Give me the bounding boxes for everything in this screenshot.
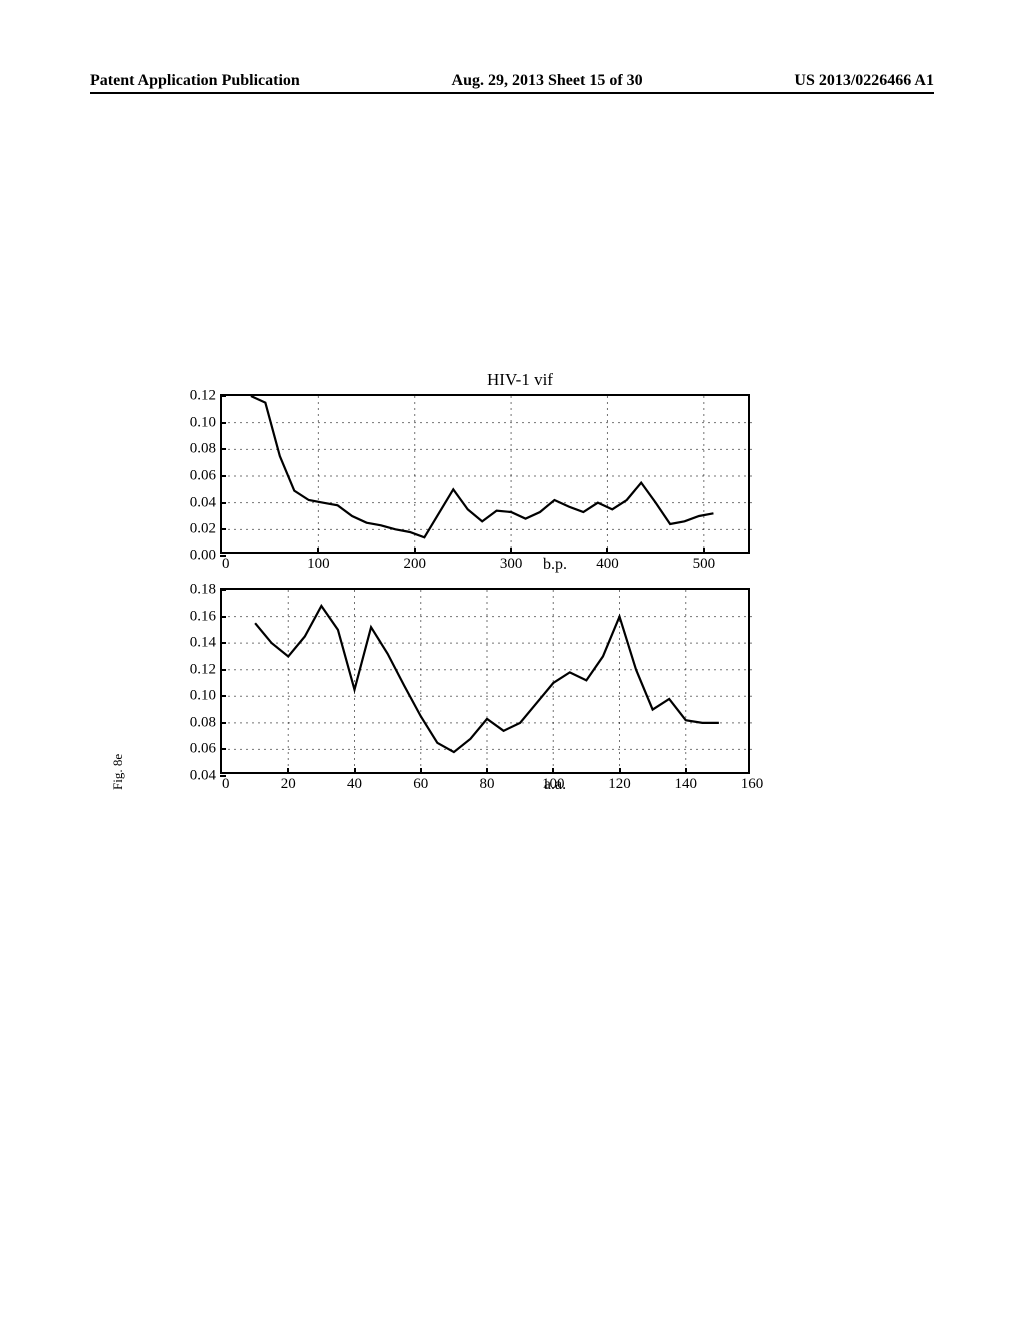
- figure-area: HIV-1 vif LOOCV Error Rate 0.000.020.040…: [150, 370, 890, 808]
- ytick-label: 0.18: [190, 582, 222, 599]
- xtick-label: 60: [413, 772, 428, 793]
- ytick-label: 0.08: [190, 714, 222, 731]
- xtick-label: 0: [222, 552, 230, 573]
- ytick-label: 0.16: [190, 608, 222, 625]
- ytick-label: 0.12: [190, 388, 222, 405]
- xtick-label: 200: [403, 552, 426, 573]
- header-right: US 2013/0226466 A1: [794, 72, 934, 90]
- bottom-chart: LOOCV Error Rate 0.040.060.080.100.120.1…: [220, 588, 890, 794]
- xtick-label: 160: [741, 772, 764, 793]
- bottom-chart-plot: 0.040.060.080.100.120.140.160.1802040608…: [220, 588, 750, 774]
- xtick-label: 140: [675, 772, 698, 793]
- ytick-label: 0.12: [190, 661, 222, 678]
- ytick-label: 0.04: [190, 494, 222, 511]
- top-chart-plot: 0.000.020.040.060.080.100.12010020030040…: [220, 394, 750, 554]
- xtick-label: 100: [542, 772, 565, 793]
- xtick-label: 80: [480, 772, 495, 793]
- xtick-label: 300: [500, 552, 523, 573]
- xtick-label: 40: [347, 772, 362, 793]
- header-rule: [90, 92, 934, 94]
- header-center: Aug. 29, 2013 Sheet 15 of 30: [452, 72, 643, 90]
- top-chart: LOOCV Error Rate 0.000.020.040.060.080.1…: [220, 394, 890, 574]
- xtick-label: 100: [307, 552, 330, 573]
- ytick-label: 0.00: [190, 548, 222, 565]
- xtick-label: 20: [281, 772, 296, 793]
- ytick-label: 0.10: [190, 414, 222, 431]
- ytick-label: 0.02: [190, 521, 222, 538]
- ytick-label: 0.06: [190, 741, 222, 758]
- ytick-label: 0.06: [190, 468, 222, 485]
- chart-title: HIV-1 vif: [150, 370, 890, 390]
- xtick-label: 120: [608, 772, 631, 793]
- ytick-label: 0.14: [190, 635, 222, 652]
- xtick-label: 500: [693, 552, 716, 573]
- ytick-label: 0.10: [190, 688, 222, 705]
- ytick-label: 0.04: [190, 768, 222, 785]
- xtick-label: 400: [596, 552, 619, 573]
- header-left: Patent Application Publication: [90, 72, 300, 90]
- xtick-label: 0: [222, 772, 230, 793]
- ytick-label: 0.08: [190, 441, 222, 458]
- figure-label: Fig. 8e: [110, 754, 126, 790]
